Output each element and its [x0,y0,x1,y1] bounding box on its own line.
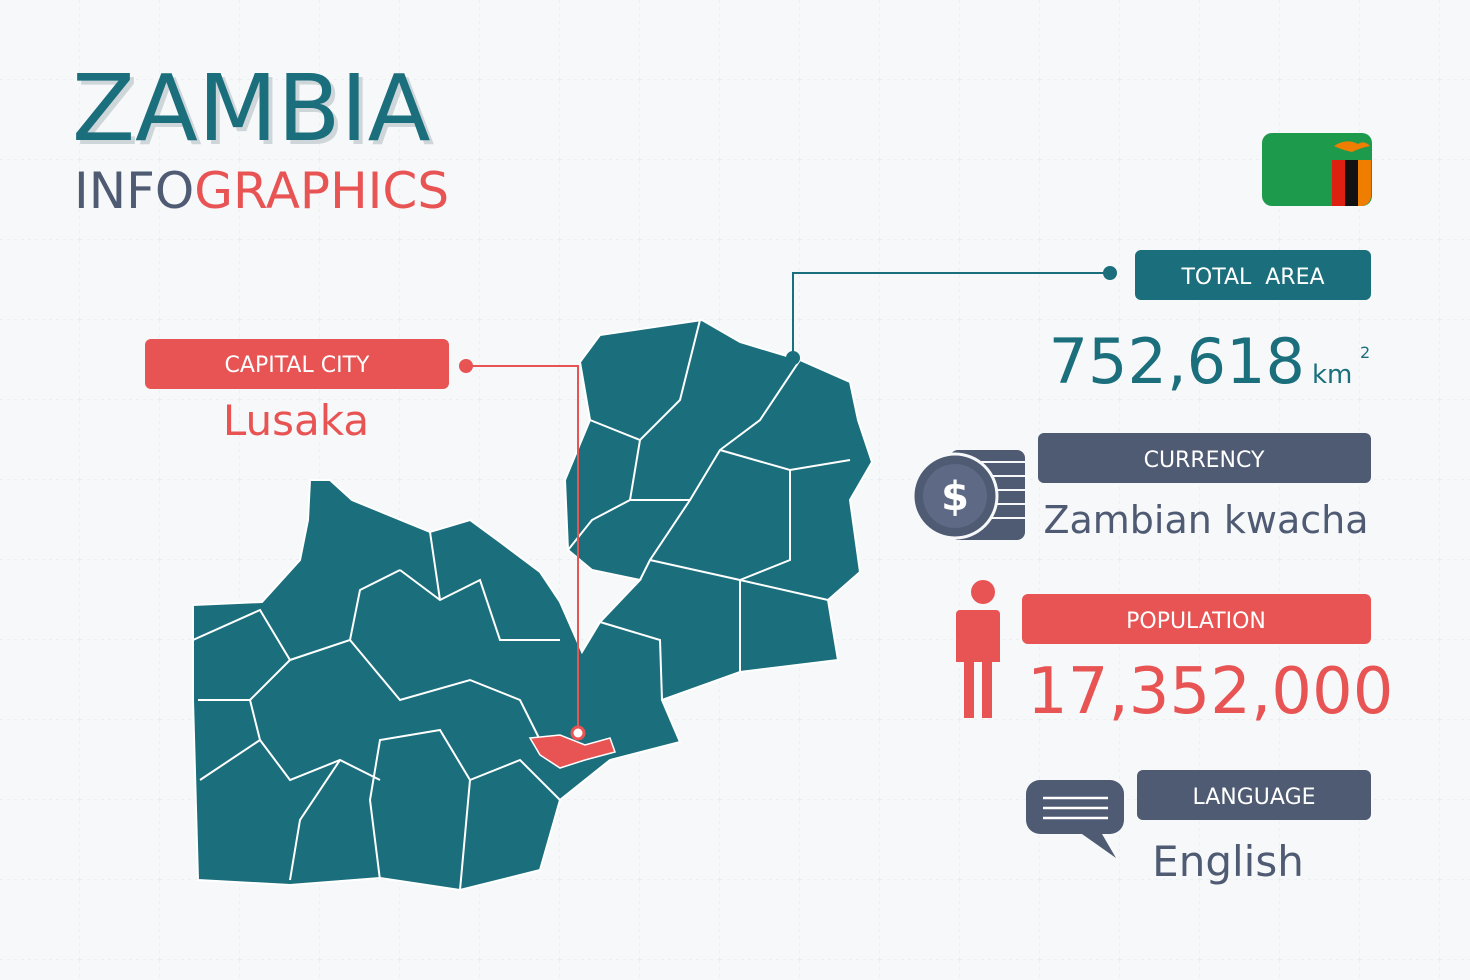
currency-value: Zambian kwacha [1043,498,1368,542]
area-value: 752,618 [1049,325,1305,398]
area-unit: km [1312,360,1352,390]
subtitle-info: INFO [74,162,194,220]
currency-icon-symbol: $ [941,474,969,520]
language-value: English [1152,837,1304,886]
currency-label: CURRENCY [1144,448,1265,473]
capital-region [528,734,616,769]
area-label-box [1135,250,1371,300]
language-label: LANGUAGE [1192,785,1315,810]
map [192,318,874,892]
area-unit-power: 2 [1360,343,1370,362]
population-label-box [1022,594,1371,644]
capital-value: Lusaka [223,396,369,445]
coins-icon [911,450,1025,540]
area-label: TOTAL AREA [1180,265,1324,290]
capital-label: CAPITAL CITY [225,353,370,378]
capital-connector [459,359,586,741]
language-label-box [1137,770,1371,820]
subtitle-graphics: GRAPHICS [194,162,449,220]
population-value: 17,352,000 [1027,655,1393,729]
title-shadow: ZAMBIA [76,59,435,166]
speech-icon [1026,780,1124,858]
population-label: POPULATION [1126,609,1266,634]
person-icon [950,580,1000,718]
title: ZAMBIA [72,55,431,162]
flag [1262,133,1372,206]
currency-label-box [1038,433,1371,483]
subtitle: INFOGRAPHICS [74,162,449,220]
capital-label-box [145,339,449,389]
area-connector [786,266,1117,365]
